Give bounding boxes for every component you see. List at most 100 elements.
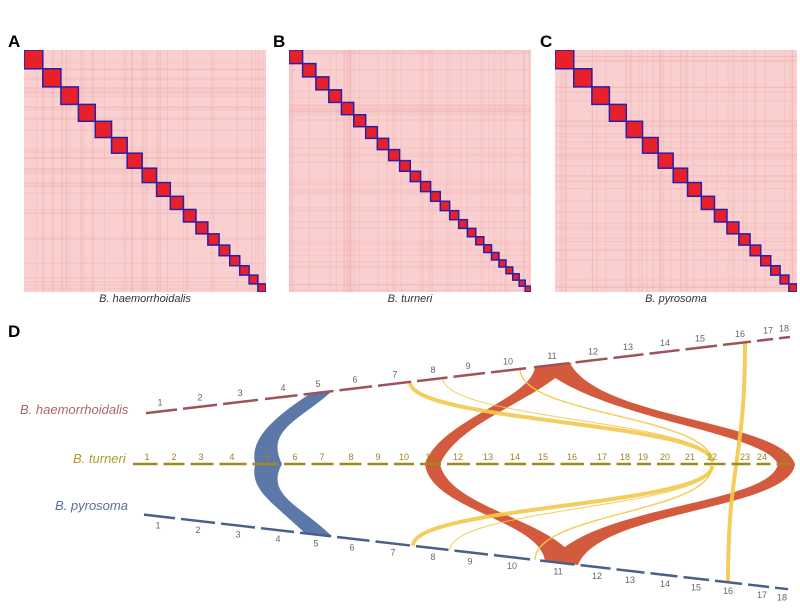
chromosome-label: 16: [735, 329, 745, 339]
heatmap-stripe: [131, 50, 133, 292]
panel-label-c: C: [540, 32, 553, 51]
chromosome-block: [195, 221, 209, 235]
heatmap-stripe: [24, 262, 266, 264]
chromosome-block: [641, 136, 659, 154]
chromosome-block: [110, 136, 128, 154]
chromosome-segment: [533, 361, 570, 369]
heatmap-stripe: [500, 50, 502, 292]
heatmap-stripe: [24, 68, 266, 70]
chromosome-label: 6: [292, 452, 297, 462]
synteny-ribbon-chr11-d: [550, 464, 795, 565]
heatmap-stripe: [24, 209, 266, 211]
heatmap-stripe: [289, 283, 531, 285]
chromosome-label: 4: [275, 534, 280, 544]
heatmap-stripe: [555, 56, 797, 58]
chromosome-block: [77, 103, 97, 123]
heatmap-stripe: [784, 50, 786, 292]
heatmap-stripe: [24, 88, 266, 90]
chromosome-label: 15: [695, 334, 705, 344]
chromosome-block: [498, 259, 507, 268]
heatmap-stripe: [236, 50, 238, 292]
heatmap-stripe: [754, 50, 756, 292]
heatmap-stripe: [66, 50, 68, 292]
chromosome-block: [759, 254, 772, 267]
heatmap-stripe: [24, 95, 266, 97]
heatmap-stripe: [24, 151, 266, 153]
chromosome-segment: [685, 344, 718, 351]
chromosome-block: [490, 251, 500, 261]
heatmap-stripe: [157, 50, 159, 292]
chromosome-label: 12: [453, 452, 463, 462]
heatmap-stripe: [555, 59, 797, 61]
heatmap-stripe: [103, 50, 105, 292]
heatmap-stripe: [131, 50, 133, 292]
chromosome-block: [94, 120, 113, 139]
heatmap-stripe: [289, 111, 531, 113]
chromosome-block: [555, 50, 575, 70]
chromosome-label: 7: [392, 370, 397, 380]
heatmap-stripe: [742, 50, 744, 292]
heatmap-stripe: [308, 50, 310, 292]
chromosome-segment: [377, 380, 412, 387]
chromosome-block: [518, 279, 526, 287]
chromosome-block: [169, 195, 185, 211]
heatmap-stripe: [555, 249, 797, 251]
heatmap-stripe: [24, 212, 266, 214]
heatmap-stripe: [555, 226, 797, 228]
heatmap-stripe: [24, 79, 266, 81]
chromosome-block: [315, 76, 330, 91]
heatmap-stripe: [555, 188, 797, 190]
chromosome-block: [779, 274, 790, 285]
hic-heatmap-haemorrhoidalis: [24, 50, 266, 292]
heatmap-stripe: [343, 50, 345, 292]
heatmap-stripe: [289, 284, 531, 286]
heatmap-stripe: [24, 77, 266, 79]
heatmap-stripe: [289, 69, 531, 71]
chromosome-label: 2: [195, 525, 200, 535]
chromosome-block: [439, 200, 451, 212]
chromosome-label: 16: [567, 452, 577, 462]
heatmap-stripe: [24, 288, 266, 290]
chromosome-label: 13: [625, 575, 635, 585]
heatmap-stripe: [358, 50, 360, 292]
chromosome-label: 18: [620, 452, 630, 462]
heatmap-stripe: [289, 110, 531, 112]
heatmap-stripe: [631, 50, 633, 292]
chromosome-label: 17: [763, 326, 773, 336]
heatmap-stripe: [83, 50, 85, 292]
synteny-ribbon-chr11-a: [425, 362, 572, 464]
heatmap-stripe: [422, 50, 424, 292]
chromosome-segment: [180, 517, 216, 525]
heatmap-stripe: [43, 50, 45, 292]
chromosome-label: 14: [510, 452, 520, 462]
heatmap-stripe: [289, 50, 291, 292]
chromosome-label: 9: [467, 556, 472, 566]
chromosome-segment: [722, 340, 752, 347]
heatmap-stripe: [289, 109, 531, 111]
heatmap-stripe: [211, 50, 213, 292]
chromosome-block: [700, 195, 716, 211]
chromosome-block: [608, 103, 628, 123]
heatmap-stripe: [555, 158, 797, 160]
heatmap-stripe: [658, 50, 660, 292]
heatmap-stripe: [24, 183, 266, 185]
chromosome-label: 6: [349, 543, 354, 553]
heatmap-stripe: [329, 50, 331, 292]
heatmap-stripe: [764, 50, 766, 292]
chromosome-label: 12: [592, 571, 602, 581]
heatmap-stripe: [289, 155, 531, 157]
chromosome-label: 6: [352, 374, 357, 384]
heatmap-stripe: [555, 126, 797, 128]
chromosome-block: [409, 170, 422, 183]
heatmap-stripe: [377, 50, 379, 292]
chromosome-block: [672, 167, 689, 184]
chromosome-block: [141, 167, 158, 184]
heatmap-stripe: [555, 120, 797, 122]
heatmap-stripe: [24, 118, 266, 120]
heatmap-stripe: [344, 50, 346, 292]
heatmap-stripe: [555, 121, 797, 123]
chromosome-label: 14: [660, 579, 670, 589]
chromosome-segment: [575, 357, 608, 364]
heatmap-stripe: [159, 50, 161, 292]
heatmap-stripe: [791, 50, 793, 292]
